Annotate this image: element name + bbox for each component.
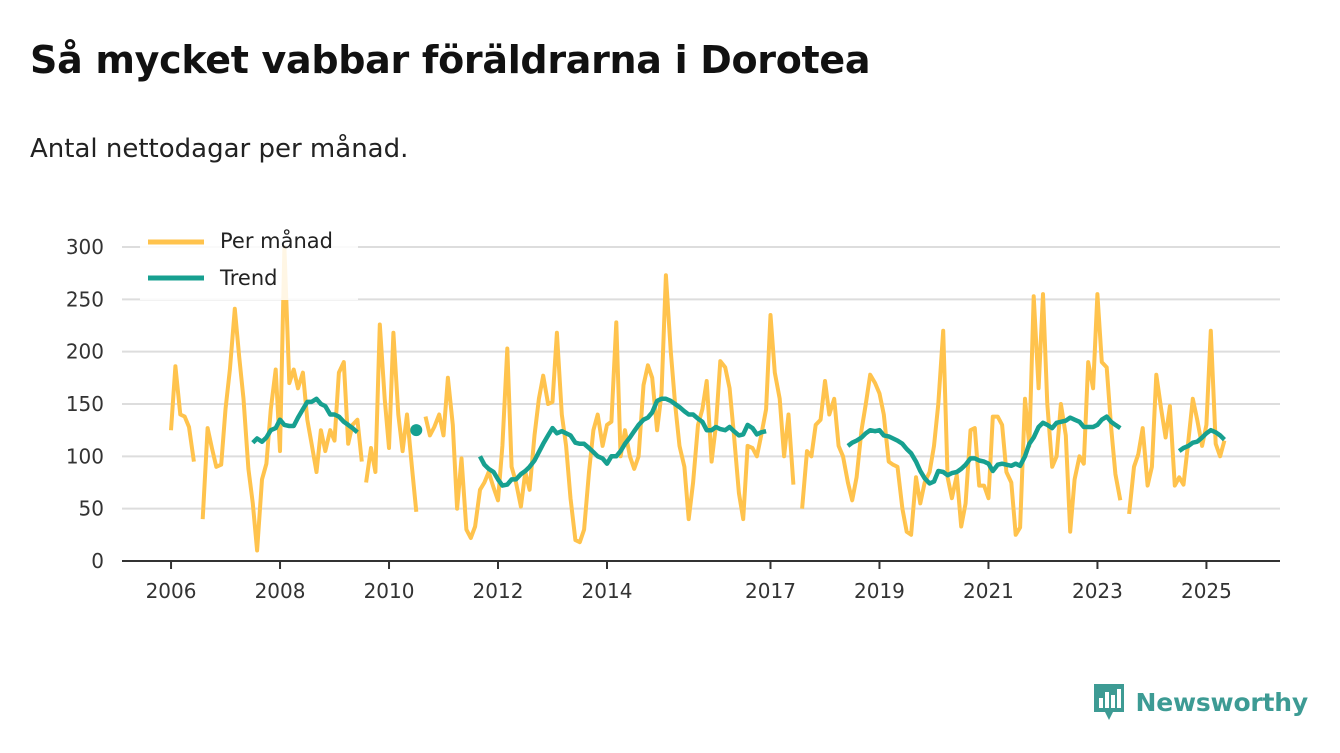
series-trend-line-4 [1177, 427, 1226, 453]
x-tick-label: 2010 [364, 579, 415, 603]
legend-label-monthly: Per månad [220, 228, 333, 253]
chart-subtitle: Antal nettodagar per månad. [30, 134, 409, 164]
series-trend-line-0 [251, 396, 359, 445]
series-trend-point [410, 424, 423, 437]
series-monthly-line-0 [169, 364, 196, 462]
series-monthly-line-2 [364, 322, 419, 512]
y-tick-label: 150 [66, 392, 104, 416]
series-monthly-line-5 [1127, 328, 1227, 515]
series-monthly-line-4 [800, 292, 1123, 537]
x-axis-ticks: 2006 2008 2010 2012 2014 2017 2019 2021 2023 2025 [122, 560, 1280, 603]
brand-logo: Newsworthy [1092, 682, 1309, 722]
newsworthy-logo-icon [1093, 684, 1124, 720]
brand-name: Newsworthy [1135, 687, 1309, 717]
x-tick-label: 2025 [1181, 579, 1232, 603]
x-tick-label: 2008 [255, 579, 306, 603]
y-tick-label: 250 [66, 287, 104, 311]
series-monthly-line-3 [423, 273, 796, 545]
series-monthly-line-1 [200, 245, 364, 553]
chart-title: Så mycket vabbar föräldrarna i Dorotea [30, 38, 871, 82]
y-tick-label: 100 [66, 444, 104, 468]
legend-label-trend: Trend [219, 266, 277, 290]
y-tick-label: 200 [66, 340, 104, 364]
y-tick-label: 50 [79, 497, 104, 521]
x-tick-label: 2021 [963, 579, 1014, 603]
legend-background [140, 222, 358, 300]
x-tick-label: 2017 [745, 579, 796, 603]
y-axis-ticks: 0 50 100 150 200 250 300 [66, 235, 104, 573]
series-lines [169, 245, 1227, 553]
x-tick-label: 2023 [1072, 579, 1123, 603]
y-tick-label: 0 [91, 549, 104, 573]
y-tick-label: 300 [66, 235, 104, 259]
x-tick-label: 2019 [854, 579, 905, 603]
series-trend-line-2 [478, 396, 767, 488]
x-tick-label: 2006 [146, 579, 197, 603]
x-tick-label: 2014 [582, 579, 633, 603]
legend: Per månad Trend [140, 222, 358, 300]
series-trend-line-3 [846, 414, 1122, 486]
x-tick-label: 2012 [473, 579, 524, 603]
